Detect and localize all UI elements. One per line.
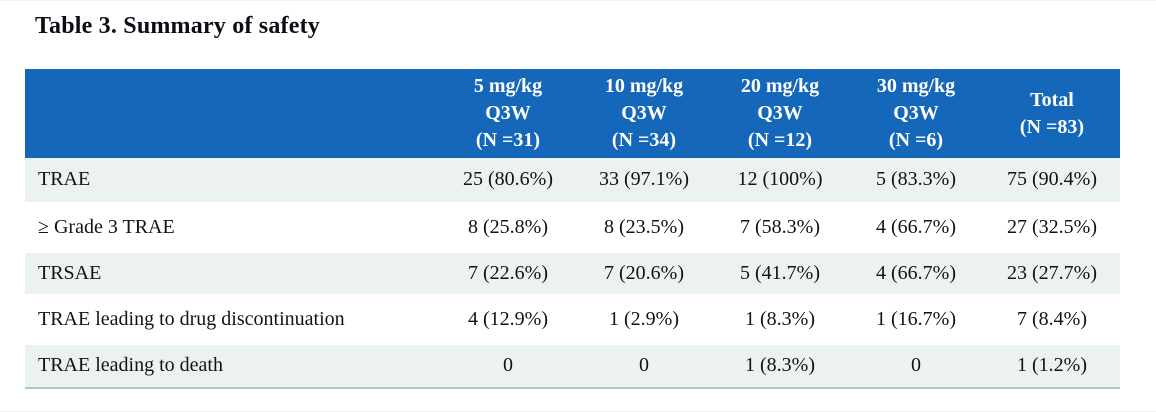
header-line: 30 mg/kg [876,75,956,97]
column-header-10mgkg: 10 mg/kg Q3W (N =34) [576,69,712,158]
header-line: (N =83) [1019,115,1085,138]
row-label: ≥ Grade 3 TRAE [25,204,440,253]
data-cell: 1 (8.3%) [712,342,848,389]
row-label: TRAE leading to drug discontinuation [25,296,440,345]
header-line: 5 mg/kg [473,75,543,97]
data-cell: 1 (16.7%) [848,296,984,345]
header-line: Q3W [893,102,939,124]
row-label: TRAE [25,158,440,207]
data-cell: 8 (23.5%) [576,204,712,253]
data-cell: 23 (27.7%) [984,250,1120,299]
header-line: Q3W [757,102,803,124]
data-cell: 75 (90.4%) [984,158,1120,207]
data-cell: 0 [440,342,576,389]
data-cell: 12 (100%) [712,158,848,207]
column-header-30mgkg: 30 mg/kg Q3W (N =6) [848,69,984,158]
data-cell: 4 (66.7%) [848,250,984,299]
header-line: Q3W [485,102,531,124]
column-header-total: Total (N =83) [984,69,1120,158]
row-label: TRAE leading to death [25,342,440,389]
table-row-trsae: TRSAE 7 (22.6%) 7 (20.6%) 5 (41.7%) 4 (6… [25,250,1120,299]
header-line: Total [1030,88,1074,111]
data-cell: 1 (1.2%) [984,342,1120,389]
data-cell: 33 (97.1%) [576,158,712,207]
data-cell: 7 (20.6%) [576,250,712,299]
page-title: Table 3. Summary of safety [35,13,320,39]
data-cell: 7 (8.4%) [984,296,1120,345]
table-row-grade3-trae: ≥ Grade 3 TRAE 8 (25.8%) 8 (23.5%) 7 (58… [25,204,1120,253]
data-cell: 5 (83.3%) [848,158,984,207]
data-cell: 0 [848,342,984,389]
safety-table: 5 mg/kg Q3W (N =31) 10 mg/kg Q3W (N =34)… [25,69,1120,389]
table-row-trae: TRAE 25 (80.6%) 33 (97.1%) 12 (100%) 5 (… [25,158,1120,207]
data-cell: 5 (41.7%) [712,250,848,299]
table-row-trae-death: TRAE leading to death 0 0 1 (8.3%) 0 1 (… [25,342,1120,389]
header-line: 20 mg/kg [740,75,820,97]
data-cell: 8 (25.8%) [440,204,576,253]
data-cell: 1 (2.9%) [576,296,712,345]
header-line: (N =34) [611,129,677,151]
header-line: (N =31) [475,129,541,151]
header-line: 10 mg/kg [604,75,684,97]
header-line: (N =6) [888,129,944,151]
data-cell: 4 (66.7%) [848,204,984,253]
header-line: Q3W [621,102,667,124]
header-line: (N =12) [747,129,813,151]
data-cell: 4 (12.9%) [440,296,576,345]
data-cell: 27 (32.5%) [984,204,1120,253]
row-label-header [25,69,440,158]
table-row-trae-discontinuation: TRAE leading to drug discontinuation 4 (… [25,296,1120,345]
column-header-5mgkg: 5 mg/kg Q3W (N =31) [440,69,576,158]
table-header-row: 5 mg/kg Q3W (N =31) 10 mg/kg Q3W (N =34)… [25,69,1120,158]
data-cell: 25 (80.6%) [440,158,576,207]
column-header-20mgkg: 20 mg/kg Q3W (N =12) [712,69,848,158]
data-cell: 7 (22.6%) [440,250,576,299]
data-cell: 1 (8.3%) [712,296,848,345]
row-label: TRSAE [25,250,440,299]
data-cell: 0 [576,342,712,389]
data-cell: 7 (58.3%) [712,204,848,253]
